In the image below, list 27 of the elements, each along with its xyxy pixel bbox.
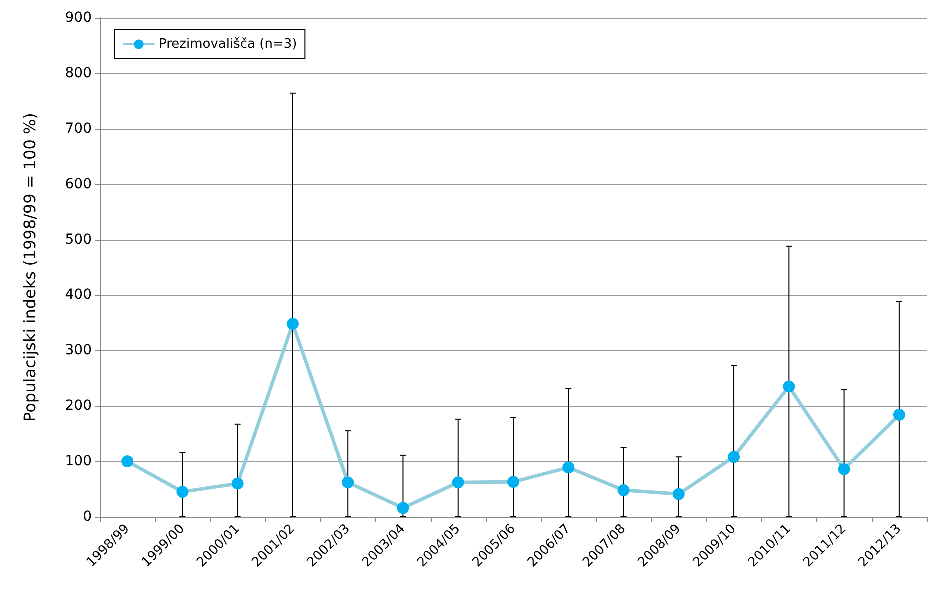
y-tick-label: 500 bbox=[65, 232, 92, 248]
y-tick-label: 800 bbox=[65, 65, 92, 82]
legend-label: Prezimovališča (n=3) bbox=[159, 37, 298, 52]
y-tick-label: 400 bbox=[65, 287, 92, 304]
point bbox=[728, 451, 740, 464]
y-axis-title: Populacijski indeks (1998/99 = 100 %) bbox=[20, 113, 40, 422]
y-tick-label: 100 bbox=[65, 454, 92, 470]
point bbox=[838, 463, 850, 476]
point bbox=[893, 408, 906, 421]
y-tick-label: 300 bbox=[65, 342, 92, 359]
y-tick-label: 700 bbox=[65, 120, 92, 137]
y-tick-label: 200 bbox=[65, 398, 92, 414]
point bbox=[286, 318, 299, 330]
point bbox=[176, 486, 189, 498]
point bbox=[618, 484, 630, 496]
y-tick-label: 600 bbox=[65, 176, 92, 192]
point bbox=[397, 502, 410, 514]
point bbox=[452, 476, 464, 489]
point bbox=[783, 380, 796, 393]
point bbox=[342, 476, 354, 489]
point bbox=[122, 456, 134, 468]
y-tick-label: 0 bbox=[83, 509, 92, 525]
point bbox=[562, 462, 575, 474]
point bbox=[672, 488, 685, 500]
point bbox=[508, 476, 520, 488]
y-tick-label: 900 bbox=[65, 10, 92, 26]
point bbox=[232, 478, 244, 490]
